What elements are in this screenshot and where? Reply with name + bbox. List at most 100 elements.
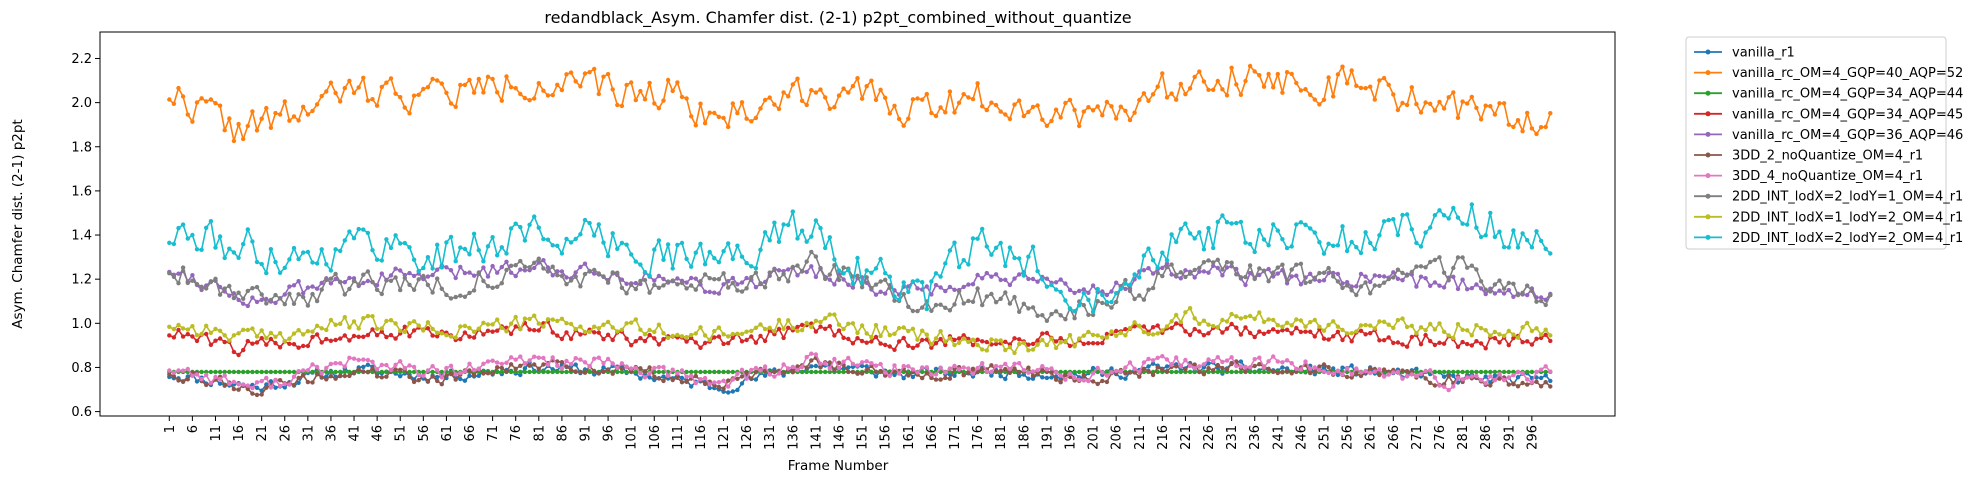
data-point: [1529, 328, 1535, 334]
data-point: [1150, 361, 1156, 366]
data-point: [481, 265, 486, 270]
data-point: [1414, 373, 1419, 379]
data-point: [892, 103, 897, 109]
data-point: [1289, 331, 1294, 336]
data-point: [1520, 325, 1525, 330]
data-point: [1284, 358, 1290, 363]
data-point: [1104, 369, 1110, 375]
data-point: [1206, 331, 1211, 336]
data-point: [1063, 372, 1068, 378]
y-axis: 0.60.81.01.21.41.61.82.02.2: [71, 52, 100, 420]
data-point: [693, 123, 698, 128]
data-point: [601, 365, 606, 370]
data-point: [1146, 246, 1151, 251]
data-point: [1229, 361, 1234, 367]
data-point: [1086, 378, 1091, 384]
data-point: [504, 251, 509, 256]
data-point: [490, 285, 495, 290]
data-point: [522, 369, 528, 375]
data-point: [735, 288, 740, 293]
data-point: [1465, 101, 1470, 106]
data-point: [753, 285, 759, 290]
data-point: [864, 359, 869, 364]
data-point: [277, 369, 283, 375]
data-point: [707, 385, 712, 391]
data-point: [1446, 374, 1451, 379]
data-point: [1017, 337, 1022, 342]
data-point: [1053, 339, 1059, 344]
data-point: [1538, 238, 1544, 243]
data-point: [467, 368, 472, 373]
data-point: [277, 378, 283, 383]
data-point: [1072, 290, 1077, 296]
data-point: [1206, 270, 1211, 275]
data-point: [647, 375, 652, 380]
data-point: [1012, 366, 1017, 371]
data-point: [1141, 297, 1147, 302]
data-point: [1404, 324, 1410, 330]
data-point: [268, 297, 274, 303]
x-tick-label: 11: [209, 425, 224, 442]
data-point: [1326, 241, 1331, 246]
data-point: [430, 333, 435, 338]
data-point: [1238, 359, 1244, 364]
data-point: [481, 361, 486, 366]
data-point: [1303, 87, 1308, 92]
data-point: [273, 377, 278, 383]
data-point: [1501, 333, 1507, 339]
data-point: [1109, 104, 1114, 109]
data-point: [1275, 359, 1281, 364]
data-point: [361, 334, 366, 339]
data-point: [661, 276, 666, 282]
data-point: [282, 381, 287, 387]
data-point: [652, 278, 657, 283]
data-point: [716, 384, 722, 390]
data-point: [490, 358, 495, 363]
data-point: [1049, 336, 1054, 341]
data-point: [1146, 364, 1151, 369]
data-point: [490, 263, 495, 269]
data-point: [1081, 341, 1087, 347]
data-point: [462, 82, 468, 88]
data-point: [633, 280, 638, 286]
data-point: [1538, 375, 1544, 381]
data-point: [1261, 365, 1267, 370]
data-point: [1538, 367, 1544, 372]
data-point: [1238, 332, 1244, 337]
data-point: [508, 226, 514, 231]
data-point: [952, 240, 957, 245]
data-point: [776, 326, 782, 332]
data-point: [1215, 369, 1221, 375]
data-point: [1506, 287, 1512, 293]
data-point: [1312, 365, 1318, 370]
data-point: [287, 382, 292, 387]
data-point: [1326, 322, 1331, 328]
data-point: [1478, 286, 1484, 291]
data-point: [1201, 362, 1207, 367]
data-point: [467, 252, 472, 257]
data-point: [217, 292, 223, 297]
data-point: [735, 331, 740, 337]
data-point: [1243, 314, 1248, 320]
data-point: [1164, 261, 1170, 266]
data-point: [1492, 291, 1498, 296]
data-point: [259, 261, 264, 267]
data-point: [762, 230, 768, 235]
data-point: [1058, 380, 1063, 385]
data-point: [190, 324, 195, 329]
data-point: [786, 325, 791, 330]
data-point: [749, 119, 754, 124]
data-point: [933, 271, 939, 276]
data-point: [961, 301, 966, 306]
y-tick-label: 2.0: [71, 96, 92, 111]
data-point: [1331, 243, 1336, 248]
data-point: [1178, 270, 1184, 275]
data-point: [1534, 326, 1539, 331]
data-point: [532, 96, 537, 101]
data-point: [1506, 369, 1512, 375]
data-point: [273, 385, 278, 390]
data-point: [887, 285, 892, 291]
data-point: [250, 109, 255, 114]
data-point: [730, 377, 735, 382]
data-point: [287, 118, 292, 123]
